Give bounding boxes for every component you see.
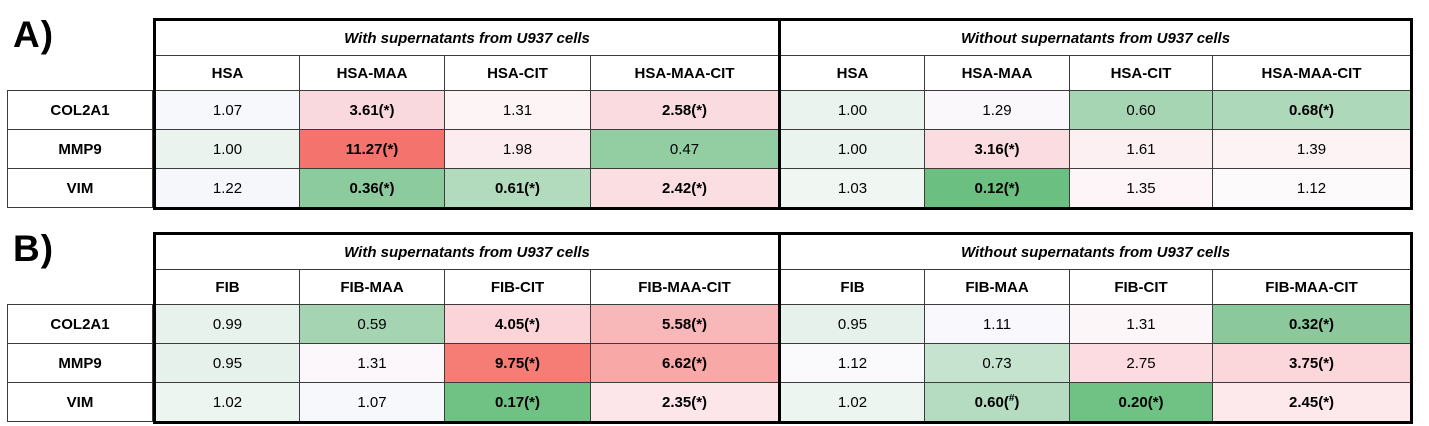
value-cell: 1.00: [154, 129, 300, 169]
value-cell: 2.75: [1069, 343, 1214, 383]
column-header: HSA: [778, 55, 926, 91]
gene-label: VIM: [7, 168, 153, 208]
value-cell: 1.11: [924, 304, 1071, 344]
value-cell: 2.35(*): [589, 382, 781, 423]
column-header: FIB-MAA-CIT: [589, 269, 781, 305]
value-cell: 1.31: [1069, 304, 1214, 344]
value-cell: 0.99: [154, 304, 300, 344]
gene-label: COL2A1: [7, 304, 153, 344]
value-cell: 1.07: [299, 382, 445, 423]
value-cell: 0.95: [154, 343, 300, 383]
value-cell: 11.27(*): [299, 129, 445, 169]
column-header: FIB-MAA: [924, 269, 1071, 305]
value-cell: 0.36(*): [299, 168, 445, 209]
column-header: HSA: [154, 55, 300, 91]
value-cell: 1.22: [154, 168, 300, 209]
column-header: HSA-MAA: [924, 55, 1071, 91]
column-header: HSA-MAA-CIT: [589, 55, 781, 91]
value-cell: 1.35: [1069, 168, 1214, 209]
value-cell: 1.29: [924, 90, 1071, 130]
value-cell: 2.42(*): [589, 168, 781, 209]
gene-label: COL2A1: [7, 90, 153, 130]
value-cell: 0.32(*): [1212, 304, 1413, 344]
column-header: HSA-CIT: [444, 55, 591, 91]
panel-b: B) COL2A1 MMP9 VIM With supernatants from …: [0, 228, 1429, 426]
value-cell: 3.61(*): [299, 90, 445, 130]
value-cell: 4.05(*): [444, 304, 591, 344]
value-cell: 1.31: [444, 90, 591, 130]
value-cell: 0.68(*): [1212, 90, 1413, 130]
group-title: Without supernatants from U937 cells: [778, 233, 1413, 270]
group-title: With supernatants from U937 cells: [153, 233, 781, 270]
value-cell: 5.58(*): [589, 304, 781, 344]
gene-label: MMP9: [7, 343, 153, 383]
value-cell: 6.62(*): [589, 343, 781, 383]
column-header: HSA-CIT: [1069, 55, 1214, 91]
value-cell: 2.45(*): [1212, 382, 1413, 423]
value-cell: 3.75(*): [1212, 343, 1413, 383]
value-cell: 2.58(*): [589, 90, 781, 130]
value-cell: 3.16(*): [924, 129, 1071, 169]
group-title: With supernatants from U937 cells: [153, 19, 781, 56]
panel-a: A) COL2A1 MMP9 VIM With supernatants from …: [0, 14, 1429, 214]
value-cell: 0.47: [589, 129, 781, 169]
value-cell: 9.75(*): [444, 343, 591, 383]
value-cell: 1.00: [778, 129, 926, 169]
value-cell: 1.98: [444, 129, 591, 169]
gene-label: VIM: [7, 382, 153, 422]
group-title: Without supernatants from U937 cells: [778, 19, 1413, 56]
value-cell: 0.20(*): [1069, 382, 1214, 423]
gene-label-table: COL2A1 MMP9 VIM: [7, 304, 153, 422]
column-header: FIB-MAA: [299, 269, 445, 305]
data-table-b: With supernatants from U937 cells Without…: [153, 232, 1414, 424]
value-cell: 1.02: [154, 382, 300, 423]
gene-label: MMP9: [7, 129, 153, 169]
value-cell: 0.17(*): [444, 382, 591, 423]
data-table-a: With supernatants from U937 cells Without…: [153, 18, 1414, 210]
value-cell: 1.07: [154, 90, 300, 130]
column-header: FIB-CIT: [1069, 269, 1214, 305]
panel-b-label: B): [13, 228, 55, 269]
value-cell: 1.03: [778, 168, 926, 209]
value-cell: 1.31: [299, 343, 445, 383]
value-cell: 0.60(#): [924, 382, 1071, 423]
value-cell: 1.39: [1212, 129, 1413, 169]
value-cell: 1.61: [1069, 129, 1214, 169]
value-cell: 1.00: [778, 90, 926, 130]
value-cell: 0.12(*): [924, 168, 1071, 209]
column-header: FIB-CIT: [444, 269, 591, 305]
column-header: FIB: [778, 269, 926, 305]
gene-label-table: COL2A1 MMP9 VIM: [7, 90, 153, 208]
value-cell: 0.73: [924, 343, 1071, 383]
hash-significance-marker: #: [1008, 392, 1015, 404]
value-cell: 0.95: [778, 304, 926, 344]
panel-a-label: A): [13, 14, 55, 55]
value-cell: 1.12: [778, 343, 926, 383]
column-header: HSA-MAA-CIT: [1212, 55, 1413, 91]
column-header: HSA-MAA: [299, 55, 445, 91]
value-cell: 0.60: [1069, 90, 1214, 130]
value-cell: 0.61(*): [444, 168, 591, 209]
column-header: FIB-MAA-CIT: [1212, 269, 1413, 305]
value-cell: 0.59: [299, 304, 445, 344]
column-header: FIB: [154, 269, 300, 305]
value-cell: 1.12: [1212, 168, 1413, 209]
value-cell: 1.02: [778, 382, 926, 423]
